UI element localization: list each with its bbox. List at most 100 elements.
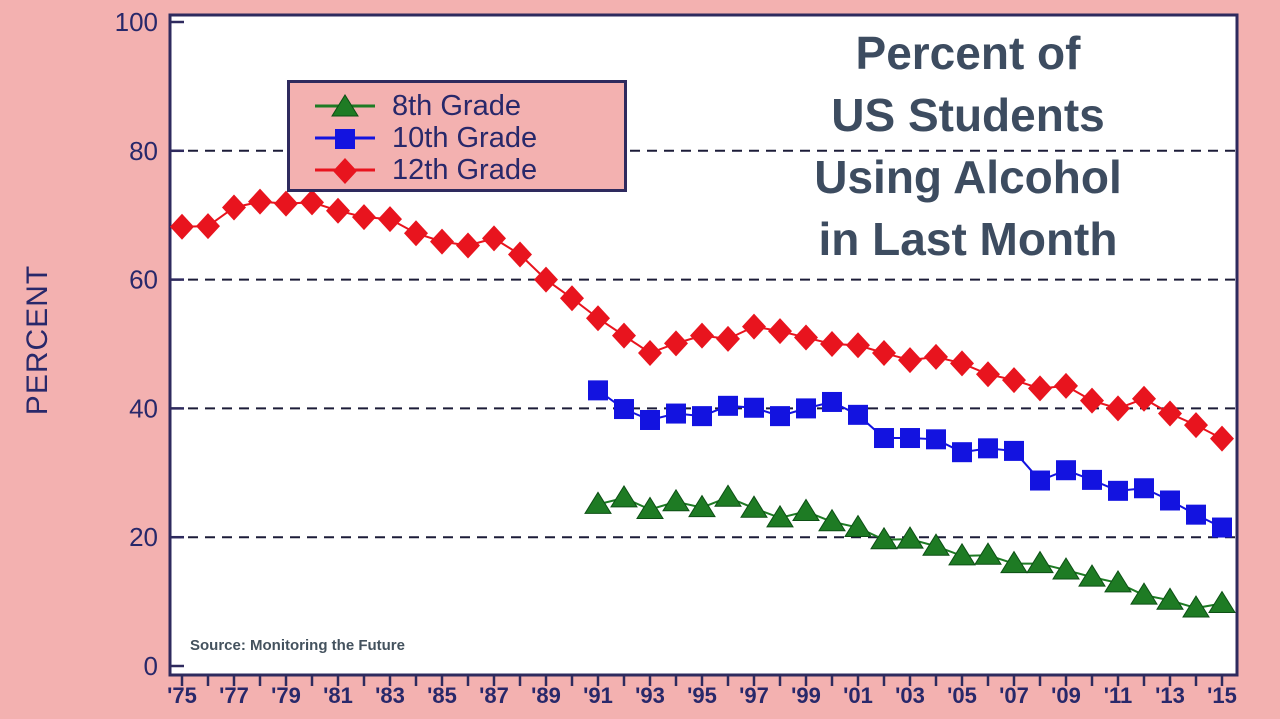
series-12th-grade-point [1132,385,1156,412]
series-12th-grade-point [586,305,610,332]
series-12th-grade-point [872,340,896,367]
series-8th-grade-point [896,526,924,549]
x-tick-label: '81 [323,683,353,708]
x-tick-label: '13 [1155,683,1185,708]
series-10th-grade-point [926,429,946,450]
series-12th-grade-point [1054,372,1078,399]
legend-point [333,158,357,184]
legend-label: 10th Grade [392,121,538,154]
x-tick-label: '95 [687,683,717,708]
series-8th-grade-point [1078,564,1106,587]
series-8th-grade [584,484,1236,618]
series-12th-grade-point [378,206,402,233]
series-10th-grade-point [718,395,738,416]
series-12th-grade-point [742,313,766,340]
series-12th-grade-point [976,361,1000,388]
series-12th-grade-point [482,225,506,252]
series-8th-grade-point [662,488,690,512]
series-10th-grade-point [1186,504,1206,525]
series-8th-grade-point [740,495,768,518]
series-12th-grade-point [1184,412,1208,439]
series-8th-grade-point [1026,550,1054,574]
series-12th-grade-point [612,322,636,349]
series-12th-grade-point [508,241,532,268]
y-tick-label: 100 [115,7,158,37]
series-10th-grade-point [770,406,790,427]
x-tick-label: '01 [843,683,873,708]
series-12th-grade-point [170,213,194,240]
series-12th-grade-point [222,194,246,221]
series-8th-grade-point [1156,587,1184,610]
series-12th-grade-point [1002,367,1026,394]
triangle-marker-icon [315,94,375,117]
chart-title-line: US Students [831,89,1105,141]
y-axis-title: PERCENT [21,264,54,416]
series-10th-grade-point [1030,470,1050,491]
series-12th-grade-point [950,350,974,377]
series-8th-grade-point [714,484,742,507]
x-tick-label: '83 [375,683,405,708]
x-tick-label: '07 [999,683,1029,708]
series-8th-grade-point [584,491,612,514]
square-marker-icon [315,129,375,149]
series-12th-grade-point [846,332,870,359]
legend-point [331,94,359,117]
series-8th-grade-point [922,533,950,556]
chart-title-line: Percent of [855,27,1081,79]
legend-point [335,129,355,149]
plot-frame [168,13,1239,677]
x-tick-label: '87 [479,683,509,708]
series-10th-grade-point [666,403,686,424]
series-10th-grade-point [874,428,894,449]
series-12th-grade-point [768,318,792,345]
series-10th-grade-point [978,438,998,459]
series-8th-grade-point [1208,590,1236,614]
legend-item-8th-grade: 8th Grade [290,90,624,122]
series-10th-grade-point [1134,478,1154,499]
series-12th-grade-point [404,220,428,247]
series-12th-grade-point [924,343,948,370]
y-tick-label: 20 [129,522,158,552]
series-10th-grade-point [1082,469,1102,490]
x-tick-label: '79 [271,683,301,708]
legend-label: 12th Grade [392,153,538,186]
series-10th-grade-point [822,391,842,412]
x-tick-label: '93 [635,683,665,708]
x-tick-label: '75 [167,683,197,708]
series-12th-grade-point [1210,425,1234,452]
series-12th-grade-point [196,213,220,240]
series-12th-grade-point [690,322,714,349]
series-10th-grade [588,380,1232,538]
series-12th-grade-point [1080,387,1104,414]
series-10th-grade-point [900,428,920,449]
series-10th-grade-point [588,380,608,401]
series-8th-grade-point [792,498,820,521]
series-8th-grade-point [1130,582,1158,605]
chart-title: Percent of US Students Using Alcohol in … [772,22,1164,270]
series-8th-grade-point [766,504,794,528]
series-12th-grade-point [534,266,558,293]
series-8th-grade-point [974,542,1002,565]
series-12th-grade-point [898,347,922,374]
series-10th-grade-point [744,397,764,418]
series-12th-grade-point [1106,395,1130,422]
series-10th-grade-point [848,404,868,425]
series-8th-grade-point [870,526,898,550]
x-tick-label: '89 [531,683,561,708]
y-tick-label: 0 [144,651,158,681]
series-12th-grade-point [664,330,688,357]
series-10th-grade-point [1212,517,1232,538]
series-12th-grade-point [274,190,298,217]
series-8th-grade-point [818,508,846,532]
y-tick-label: 40 [129,393,158,423]
y-tick-label: 80 [129,136,158,166]
series-8th-grade-point [610,484,638,508]
series-12th-grade-point [352,204,376,231]
x-tick-label: '97 [739,683,769,708]
chart-title-line: Using Alcohol [814,151,1122,203]
series-8th-grade-point [1000,550,1028,574]
series-10th-grade-point [1160,490,1180,511]
series-12th-grade-point [456,232,480,259]
series-8th-grade-point [1182,595,1210,618]
